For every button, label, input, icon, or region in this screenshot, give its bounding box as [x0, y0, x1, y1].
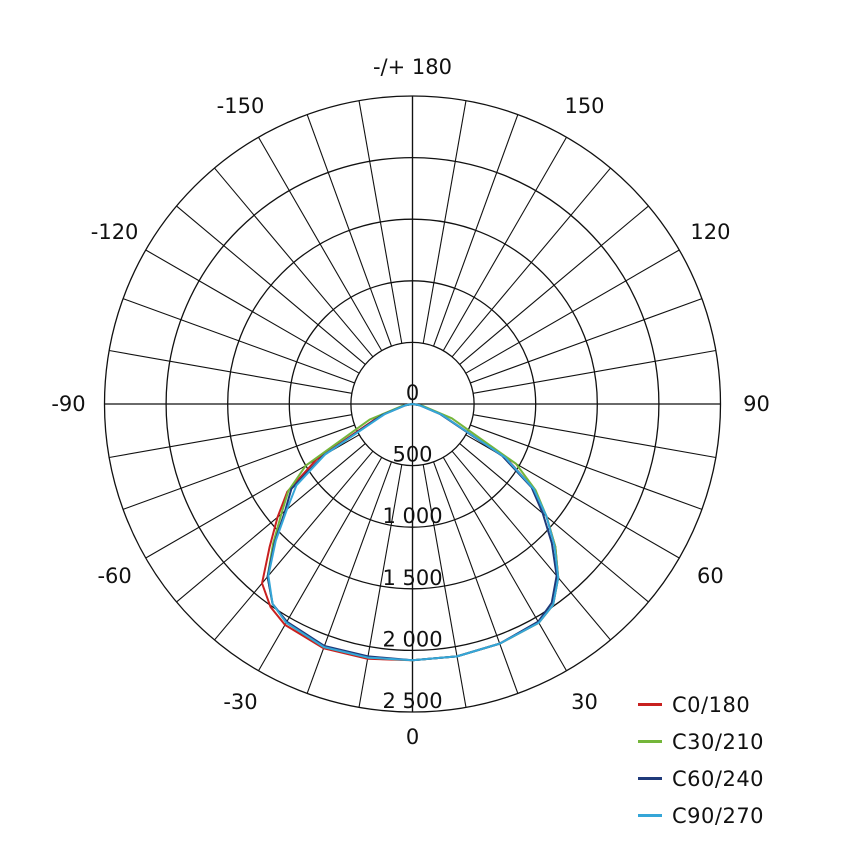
grid-spoke — [258, 457, 383, 672]
grid-spoke — [465, 249, 680, 374]
grid-spoke — [109, 414, 352, 459]
angle-label: -60 — [97, 564, 131, 588]
grid-spoke — [442, 136, 567, 351]
angle-labels: -/+ 180 -150 150 -120 120 -90 90 -60 60 -30 30 0 — [51, 55, 770, 749]
grid-spoke — [422, 100, 467, 344]
grid-spoke — [473, 414, 716, 459]
grid-spoke — [214, 167, 374, 358]
grid-spoke — [473, 349, 716, 394]
radial-tick-label: 0 — [406, 381, 419, 405]
angle-label: 120 — [690, 220, 730, 244]
grid-spoke — [306, 461, 392, 694]
legend-swatch — [638, 814, 662, 817]
grid-spoke — [122, 424, 355, 510]
angle-label: -150 — [217, 94, 265, 118]
radial-tick-labels: 0 500 1 000 1 500 2 000 2 500 — [382, 381, 442, 713]
legend: C0/180 C30/210 C60/240 C90/270 — [638, 686, 838, 834]
radial-tick-label: 1 500 — [382, 566, 442, 590]
angle-label: 150 — [564, 94, 604, 118]
series-curve-c90-270 — [267, 403, 560, 662]
grid-spoke — [422, 464, 467, 708]
legend-label: C60/240 — [672, 766, 765, 791]
radial-tick-label: 2 000 — [382, 627, 442, 651]
grid-spoke — [176, 443, 366, 603]
radial-tick-label: 500 — [392, 443, 432, 467]
legend-swatch — [638, 703, 662, 706]
grid-spoke — [459, 443, 649, 603]
grid-spoke — [433, 461, 519, 694]
grid-spokes — [104, 96, 721, 712]
grid-spoke — [451, 450, 611, 641]
legend-swatch — [638, 777, 662, 780]
grid-spoke — [459, 205, 649, 365]
angle-label: 30 — [571, 690, 598, 714]
grid-spoke — [358, 464, 403, 708]
grid-spoke — [358, 100, 403, 344]
legend-swatch — [638, 740, 662, 743]
angle-label: -/+ 180 — [373, 55, 452, 79]
grid-spoke — [122, 298, 355, 384]
angle-label: 60 — [697, 564, 724, 588]
angle-label: 90 — [743, 392, 770, 416]
series-layer — [261, 403, 560, 662]
grid-spoke — [176, 205, 366, 365]
legend-item-c90-270: C90/270 — [638, 797, 838, 834]
grid-spoke — [214, 450, 374, 641]
angle-label: -30 — [223, 690, 257, 714]
angle-label: -90 — [51, 392, 85, 416]
radial-tick-label: 1 000 — [382, 504, 442, 528]
grid-spoke — [258, 136, 383, 351]
angle-label: 0 — [406, 725, 419, 749]
grid-spoke — [145, 249, 360, 374]
legend-label: C90/270 — [672, 803, 765, 828]
legend-item-c0-180: C0/180 — [638, 686, 838, 723]
legend-label: C0/180 — [672, 692, 751, 717]
legend-item-c30-210: C30/210 — [638, 723, 838, 760]
grid-spoke — [451, 167, 611, 358]
grid-spoke — [109, 349, 352, 394]
grid-spoke — [442, 457, 567, 672]
angle-label: -120 — [91, 220, 139, 244]
radial-tick-label: 2 500 — [382, 689, 442, 713]
grid-spoke — [306, 114, 392, 347]
legend-item-c60-240: C60/240 — [638, 760, 838, 797]
grid-spoke — [470, 424, 703, 510]
grid-spoke — [433, 114, 519, 347]
grid-spoke — [470, 298, 703, 384]
legend-label: C30/210 — [672, 729, 765, 754]
